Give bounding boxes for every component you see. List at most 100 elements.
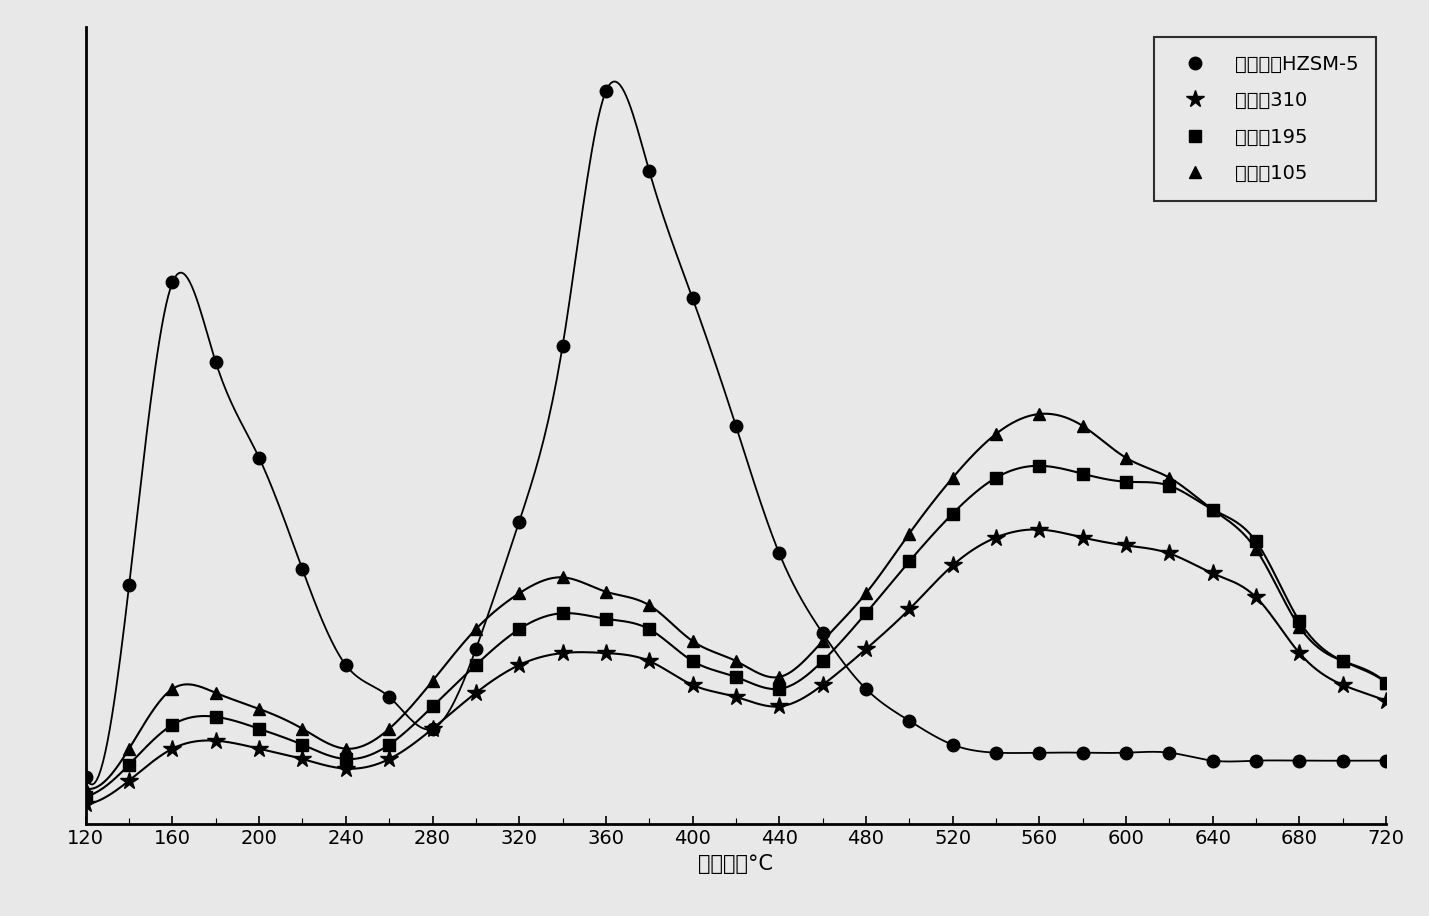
- 低硅铝比HZSM-5: [1335, 755, 1352, 766]
- 硅铝比195: [684, 656, 702, 667]
- 硅铝比195: [597, 614, 614, 625]
- 硅铝比310: [337, 763, 354, 774]
- 硅铝比195: [1160, 480, 1177, 491]
- Line: 低硅铝比HZSM-5: 低硅铝比HZSM-5: [80, 85, 1392, 783]
- 低硅铝比HZSM-5: [727, 420, 745, 431]
- 硅铝比195: [1205, 504, 1222, 515]
- 硅铝比195: [164, 719, 181, 730]
- 硅铝比310: [597, 648, 614, 659]
- 低硅铝比HZSM-5: [640, 166, 657, 177]
- 硅铝比195: [1335, 656, 1352, 667]
- 硅铝比105: [1205, 504, 1222, 515]
- 硅铝比310: [250, 743, 267, 754]
- 硅铝比195: [1290, 616, 1308, 627]
- 低硅铝比HZSM-5: [1075, 747, 1092, 758]
- 硅铝比105: [337, 743, 354, 754]
- 低硅铝比HZSM-5: [1205, 755, 1222, 766]
- 硅铝比105: [900, 528, 917, 539]
- 硅铝比105: [467, 624, 484, 635]
- 低硅铝比HZSM-5: [857, 683, 875, 694]
- 低硅铝比HZSM-5: [597, 86, 614, 97]
- 低硅铝比HZSM-5: [1248, 755, 1265, 766]
- 低硅铝比HZSM-5: [1030, 747, 1047, 758]
- 低硅铝比HZSM-5: [815, 627, 832, 638]
- 硅铝比105: [1378, 677, 1395, 688]
- 低硅铝比HZSM-5: [684, 293, 702, 304]
- 硅铝比105: [1335, 656, 1352, 667]
- X-axis label: 脱附温度°C: 脱附温度°C: [699, 854, 773, 874]
- 硅铝比310: [684, 680, 702, 691]
- 硅铝比195: [1248, 536, 1265, 547]
- 硅铝比195: [1075, 468, 1092, 479]
- 硅铝比310: [945, 560, 962, 571]
- 硅铝比310: [640, 656, 657, 667]
- 低硅铝比HZSM-5: [1378, 755, 1395, 766]
- 硅铝比195: [250, 724, 267, 735]
- 硅铝比195: [1117, 476, 1135, 487]
- 硅铝比195: [294, 739, 312, 750]
- 低硅铝比HZSM-5: [207, 356, 224, 367]
- 硅铝比310: [1075, 532, 1092, 543]
- 低硅铝比HZSM-5: [120, 580, 137, 591]
- 硅铝比105: [857, 588, 875, 599]
- 低硅铝比HZSM-5: [987, 747, 1005, 758]
- 硅铝比105: [294, 724, 312, 735]
- 硅铝比195: [207, 712, 224, 723]
- 硅铝比310: [424, 724, 442, 735]
- 硅铝比195: [467, 660, 484, 671]
- 硅铝比310: [987, 532, 1005, 543]
- 硅铝比310: [554, 648, 572, 659]
- 硅铝比195: [857, 607, 875, 618]
- 硅铝比310: [380, 754, 397, 765]
- 硅铝比105: [1075, 420, 1092, 431]
- 低硅铝比HZSM-5: [250, 453, 267, 463]
- 硅铝比195: [815, 656, 832, 667]
- 硅铝比105: [1030, 409, 1047, 420]
- 硅铝比105: [1248, 544, 1265, 555]
- 硅铝比105: [987, 429, 1005, 440]
- 硅铝比310: [770, 701, 787, 712]
- 硅铝比310: [1205, 568, 1222, 579]
- 硅铝比195: [554, 607, 572, 618]
- 硅铝比310: [727, 692, 745, 703]
- 硅铝比310: [1248, 592, 1265, 603]
- 硅铝比105: [554, 572, 572, 583]
- 低硅铝比HZSM-5: [1290, 755, 1308, 766]
- 硅铝比310: [1290, 648, 1308, 659]
- 低硅铝比HZSM-5: [294, 564, 312, 575]
- 硅铝比195: [424, 701, 442, 712]
- 硅铝比310: [1160, 548, 1177, 559]
- 低硅铝比HZSM-5: [1117, 747, 1135, 758]
- 硅铝比310: [294, 754, 312, 765]
- 低硅铝比HZSM-5: [900, 715, 917, 726]
- 硅铝比105: [120, 743, 137, 754]
- 低硅铝比HZSM-5: [77, 771, 94, 782]
- 硅铝比105: [424, 675, 442, 686]
- 硅铝比105: [1117, 453, 1135, 463]
- 低硅铝比HZSM-5: [945, 739, 962, 750]
- 硅铝比195: [770, 683, 787, 694]
- 低硅铝比HZSM-5: [510, 516, 527, 527]
- 硅铝比195: [640, 624, 657, 635]
- 低硅铝比HZSM-5: [337, 660, 354, 671]
- 硅铝比195: [337, 754, 354, 765]
- 硅铝比105: [250, 703, 267, 714]
- 硅铝比195: [120, 759, 137, 770]
- 硅铝比105: [684, 636, 702, 647]
- 硅铝比310: [1030, 524, 1047, 535]
- 低硅铝比HZSM-5: [1160, 747, 1177, 758]
- 硅铝比105: [815, 636, 832, 647]
- 硅铝比105: [597, 586, 614, 597]
- 硅铝比105: [770, 671, 787, 682]
- 硅铝比195: [1378, 677, 1395, 688]
- 硅铝比310: [510, 660, 527, 671]
- 硅铝比105: [510, 588, 527, 599]
- 硅铝比105: [380, 724, 397, 735]
- 低硅铝比HZSM-5: [467, 644, 484, 655]
- 硅铝比310: [1378, 695, 1395, 706]
- 硅铝比105: [727, 656, 745, 667]
- 硅铝比310: [1117, 540, 1135, 551]
- 硅铝比310: [467, 687, 484, 698]
- 硅铝比195: [900, 556, 917, 567]
- Legend: 低硅铝比HZSM-5, 硅铝比310, 硅铝比195, 硅铝比105: 低硅铝比HZSM-5, 硅铝比310, 硅铝比195, 硅铝比105: [1153, 38, 1376, 201]
